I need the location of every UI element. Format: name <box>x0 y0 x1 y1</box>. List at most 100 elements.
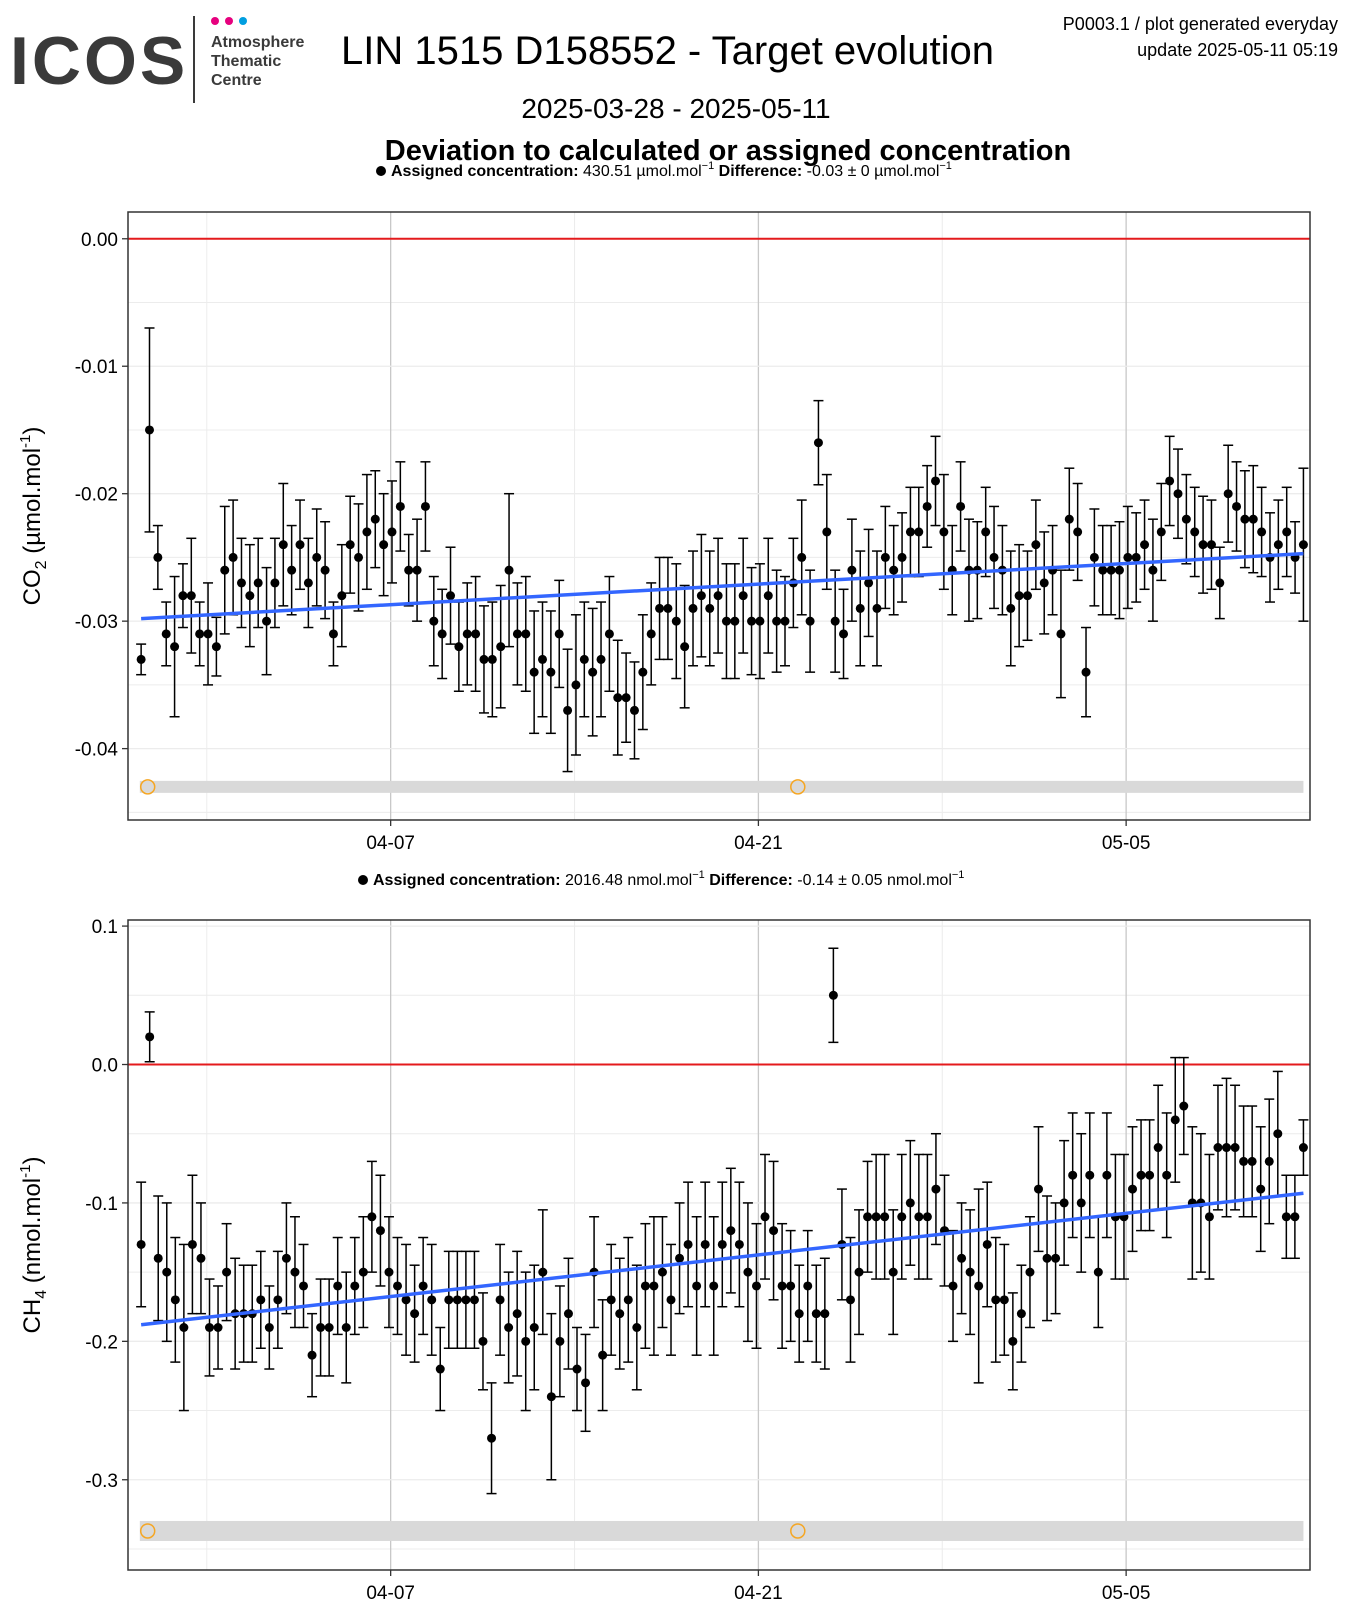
data-point <box>1273 1129 1283 1139</box>
data-point <box>437 629 447 639</box>
data-point <box>145 1032 155 1042</box>
data-point <box>623 1295 633 1305</box>
data-point <box>312 552 322 562</box>
data-point <box>1085 1170 1095 1180</box>
data-point <box>529 667 539 677</box>
data-point <box>186 591 196 601</box>
data-point <box>688 603 698 613</box>
y-tick-label: 0.00 <box>81 230 118 251</box>
x-tick-label: 04-21 <box>734 833 783 854</box>
data-point <box>572 1364 582 1374</box>
data-point <box>136 654 146 664</box>
logo-subtitle-line: Centre <box>211 72 262 89</box>
data-point <box>563 1309 573 1319</box>
data-point <box>264 1322 274 1332</box>
data-point <box>1156 527 1166 537</box>
legend-difference-value: -0.03 ± 0 µmol.mol <box>807 163 940 180</box>
data-point <box>410 1309 420 1319</box>
data-point <box>671 616 681 626</box>
data-point <box>281 1253 291 1263</box>
data-point <box>613 693 623 703</box>
legend-text: Assigned concentration: 2016.48 nmol.mol… <box>373 869 964 889</box>
data-point <box>1093 1267 1103 1277</box>
data-point <box>726 1226 736 1236</box>
data-point <box>444 1295 454 1305</box>
data-point <box>1031 540 1041 550</box>
data-point <box>295 540 305 550</box>
data-point <box>854 1267 864 1277</box>
data-point <box>1190 527 1200 537</box>
data-point <box>205 1322 215 1332</box>
data-point <box>738 591 748 601</box>
data-point <box>864 578 874 588</box>
data-point <box>504 1322 514 1332</box>
data-point <box>1022 591 1032 601</box>
data-point <box>1068 1170 1078 1180</box>
data-point <box>1290 1212 1300 1222</box>
logo-dot <box>211 17 219 25</box>
trend-line <box>141 551 1304 621</box>
data-point <box>496 642 506 652</box>
data-point <box>839 629 849 639</box>
data-point <box>187 1239 197 1249</box>
data-point <box>1206 540 1216 550</box>
legend-difference-value: -0.14 ± 0.05 nmol.mol <box>797 872 952 889</box>
panel-frame <box>127 211 1311 821</box>
data-point <box>262 616 272 626</box>
data-point <box>638 667 648 677</box>
data-point <box>922 1212 932 1222</box>
data-point <box>1240 514 1250 524</box>
data-point <box>454 642 464 652</box>
data-point <box>324 1322 334 1332</box>
y-tick-label: -0.3 <box>85 1471 118 1492</box>
data-point <box>777 1281 787 1291</box>
data-point <box>401 1295 411 1305</box>
data-point <box>709 1281 719 1291</box>
data-point <box>521 1336 531 1346</box>
data-point <box>734 1239 744 1249</box>
data-point <box>922 501 932 511</box>
data-point <box>278 540 288 550</box>
data-point <box>965 1267 975 1277</box>
data-point <box>1215 578 1225 588</box>
data-point <box>1006 603 1016 613</box>
grid <box>128 920 1310 1570</box>
data-point <box>1089 552 1099 562</box>
data-point <box>538 654 548 664</box>
data-point <box>1076 1198 1086 1208</box>
data-point <box>830 616 840 626</box>
data-point <box>420 501 430 511</box>
data-point <box>948 1281 958 1291</box>
data-point <box>974 1281 984 1291</box>
data-point <box>1273 540 1283 550</box>
data-point <box>914 1212 924 1222</box>
data-point <box>563 705 573 715</box>
data-point <box>1162 1170 1172 1180</box>
data-point <box>1230 1143 1240 1153</box>
y-tick-label: 0.0 <box>92 1056 118 1077</box>
data-point <box>320 565 330 575</box>
y-tick-label: -0.02 <box>75 485 118 506</box>
data-point <box>822 527 832 537</box>
section-title: Deviation to calculated or assigned conc… <box>385 135 1071 167</box>
data-point <box>598 1350 608 1360</box>
data-point <box>211 642 221 652</box>
data-point <box>412 565 422 575</box>
legend-assigned-value: 2016.48 nmol.mol <box>565 872 692 889</box>
data-point <box>649 1281 659 1291</box>
update-line: update 2025-05-11 05:19 <box>1137 40 1338 60</box>
data-point <box>350 1281 360 1291</box>
data-point <box>375 1226 385 1236</box>
data-point <box>1140 540 1150 550</box>
data-point <box>897 552 907 562</box>
data-point <box>195 629 205 639</box>
data-point <box>1042 1253 1052 1263</box>
data-point <box>1102 1170 1112 1180</box>
data-point <box>290 1267 300 1277</box>
data-point <box>387 527 397 537</box>
data-point <box>615 1309 625 1319</box>
data-point <box>897 1212 907 1222</box>
data-point <box>747 616 757 626</box>
legend-point-icon <box>358 875 368 885</box>
data-point <box>487 1433 497 1443</box>
